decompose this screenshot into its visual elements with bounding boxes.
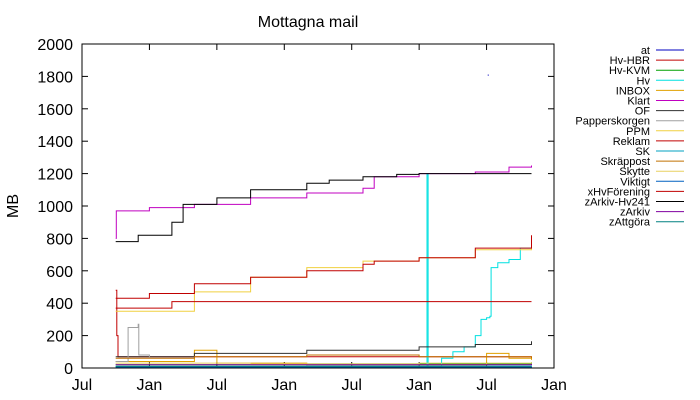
y-tick-label: 800 [46,231,73,248]
y-tick-label: 0 [64,361,73,378]
legend-label: OF [635,106,651,118]
y-tick-label: 2000 [37,37,73,54]
x-tick-label: Jan [137,377,163,394]
y-tick-label: 400 [46,296,73,313]
chart-title: Mottagna mail [258,14,359,31]
series-line-zarkiv [115,363,532,366]
y-tick-label: 1600 [37,102,73,119]
y-tick-label: 600 [46,264,73,281]
y-tick-label: 1400 [37,134,73,151]
legend-label: INBOX [616,85,651,97]
x-tick-label: Jul [72,377,92,394]
series-line-skytte [115,362,532,365]
series-line-klart [115,165,532,239]
series-line-papperskorgen [115,323,150,362]
y-tick-label: 1200 [37,167,73,184]
x-tick-label: Jan [271,377,297,394]
series-line-xhvf-rening [115,235,532,299]
y-axis-label: MB [5,194,22,218]
legend-label: Hv-KVM [609,65,650,77]
y-tick-label: 1000 [37,199,73,216]
series-line-skr-ppost [115,354,532,359]
legend-label: Klart [627,96,650,108]
legend-label: zArkiv-Hv241 [585,197,650,209]
legend-label: zAttgöra [609,217,651,229]
legend-label: at [641,45,650,57]
legend-label: Hv-HBR [610,55,650,67]
x-tick-label: Jul [207,377,227,394]
x-tick-label: Jan [541,377,567,394]
y-tick-label: 1800 [37,69,73,86]
legend-label: SK [635,146,650,158]
legend-label: zArkiv [620,207,650,219]
legend-label: Reklam [613,136,650,148]
legend: atHv-HBRHv-KVMHvINBOXKlartOFPapperskorge… [575,45,684,229]
x-tick-label: Jan [406,377,432,394]
plot-area: 0 200 400 600 800 1000 1200 1400 1600 1800 2000 Jul… [37,37,566,394]
legend-label: Papperskorgen [575,116,650,128]
plot-frame [81,43,555,369]
series-line-reklam [115,301,532,309]
legend-label: xHvFörening [588,186,650,198]
series-line-ppm [115,238,532,312]
series-line-of [115,341,532,358]
series-line-hv-hbr [115,289,532,359]
legend-label: Viktigt [620,176,650,188]
x-tick-label: Jul [341,377,361,394]
legend-label: Skytte [619,166,650,178]
legend-label: Hv [637,75,651,87]
y-tick-label: 200 [46,329,73,346]
legend-label: PPM [626,126,650,138]
legend-label: Skräppost [600,156,650,168]
series-line-zarkiv-hv241 [115,173,532,243]
x-tick-label: Jul [476,377,496,394]
